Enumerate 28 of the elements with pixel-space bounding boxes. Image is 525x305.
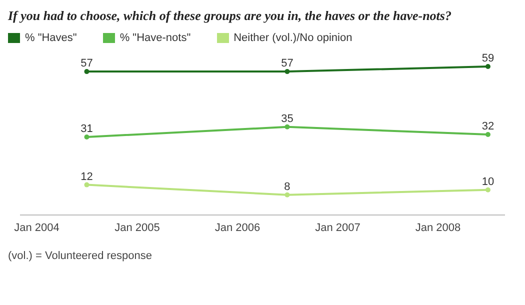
point [485, 64, 490, 70]
point [284, 69, 290, 74]
x-tick-label: Jan 2007 [315, 222, 360, 234]
data-label: 10 [482, 176, 494, 188]
text: (vol.) = Volunteered response [8, 250, 154, 262]
x-tick-label: Jan 2004 [14, 222, 60, 234]
data-label: 35 [281, 112, 294, 125]
point [284, 124, 290, 130]
chart-title: If you had to choose, which of these groups are you in, the haves or the have-nots? [8, 8, 452, 24]
data-label: 8 [284, 180, 290, 193]
data-label: 59 [482, 52, 494, 65]
legend-label: % "Have-nots" [118, 32, 191, 44]
data-label: 12 [80, 170, 93, 183]
point [485, 187, 490, 192]
point [485, 132, 490, 137]
point [84, 69, 90, 74]
x-tick-label: Jan 2008 [415, 222, 461, 234]
data-label: 32 [482, 120, 494, 132]
legend-label: % "Haves" [24, 32, 77, 44]
point [284, 192, 290, 198]
point [84, 134, 90, 140]
x-tick-label: Jan 2005 [114, 222, 160, 234]
legend-label: Neither (vol.)/No opinion [232, 32, 352, 44]
data-label: 57 [80, 58, 93, 70]
point [84, 182, 90, 188]
data-label: 57 [281, 58, 294, 70]
data-label: 31 [80, 122, 93, 135]
x-tick-label: Jan 2006 [214, 222, 260, 234]
